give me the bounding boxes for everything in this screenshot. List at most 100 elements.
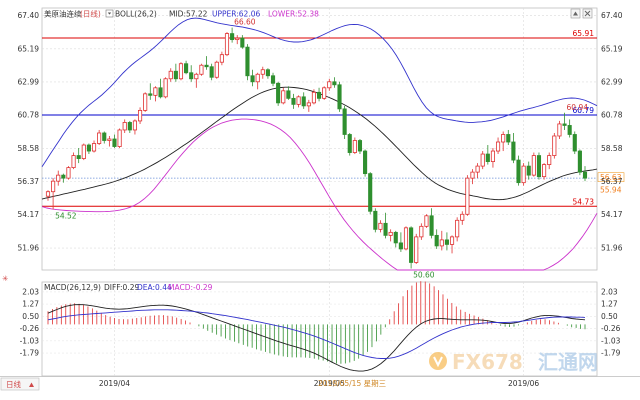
candle[interactable] [91,140,97,153]
candle[interactable] [352,137,357,155]
candle[interactable] [194,72,199,88]
candle[interactable] [495,137,501,155]
candle[interactable] [470,169,475,185]
candle[interactable] [214,60,219,79]
candle[interactable] [521,163,526,186]
candle[interactable] [61,173,66,183]
candle[interactable] [536,152,542,180]
candle[interactable] [204,56,209,70]
candle[interactable] [403,226,409,251]
period-button-label[interactable]: 日线 [6,379,21,389]
candle[interactable] [542,163,547,180]
window-controls[interactable] [570,8,593,19]
candle[interactable] [419,223,424,240]
candle[interactable] [209,63,214,81]
candle[interactable] [378,220,383,233]
candle[interactable] [168,68,173,82]
candle[interactable] [301,92,306,109]
candle[interactable] [424,214,429,228]
candle[interactable] [240,35,245,49]
candle[interactable] [409,226,414,269]
candle[interactable] [148,83,153,100]
candle[interactable] [363,149,368,177]
candle[interactable] [219,51,224,66]
candle[interactable] [490,148,496,168]
candle[interactable] [230,27,235,43]
candle[interactable] [526,161,531,180]
candle[interactable] [117,128,122,149]
candle[interactable] [327,78,332,91]
candle[interactable] [66,166,71,180]
candle[interactable] [552,132,557,159]
candle[interactable] [306,99,311,112]
candle[interactable] [460,211,465,225]
candle[interactable] [439,230,444,251]
candle[interactable] [557,120,562,139]
candle[interactable] [414,233,419,264]
candle[interactable] [163,77,168,99]
candle[interactable] [388,229,393,242]
candle[interactable] [107,135,112,147]
candle[interactable] [506,129,511,146]
candle[interactable] [449,235,455,254]
candle[interactable] [153,86,158,102]
candle[interactable] [265,68,270,79]
candle[interactable] [112,134,117,149]
candle[interactable] [51,178,56,210]
candle[interactable] [224,32,230,57]
close-icon[interactable] [582,8,593,19]
candle[interactable] [316,87,322,102]
candle[interactable] [480,151,485,170]
candle[interactable] [398,232,403,252]
candle[interactable] [434,229,439,249]
candle[interactable] [71,152,76,170]
candle[interactable] [132,119,138,135]
candle[interactable] [311,89,317,105]
candle[interactable] [102,131,107,144]
candle[interactable] [97,129,102,146]
candle[interactable] [45,190,51,201]
candle[interactable] [173,63,178,82]
candle[interactable] [511,132,516,164]
candle[interactable] [296,95,301,108]
candle[interactable] [255,72,260,90]
candle[interactable] [465,175,470,216]
candle[interactable] [322,86,327,100]
candle[interactable] [547,152,552,170]
candle[interactable] [357,139,363,155]
candle[interactable] [501,131,506,152]
candle[interactable] [76,148,81,164]
period-up-arrow-icon[interactable] [29,382,34,388]
candle[interactable] [516,155,521,186]
candle[interactable] [158,78,163,99]
candle[interactable] [531,152,536,177]
candle[interactable] [347,132,352,156]
candle[interactable] [270,72,276,87]
candlesticks[interactable] [45,27,588,269]
candle[interactable] [245,44,250,81]
candle[interactable] [86,143,91,155]
candle[interactable] [189,65,194,82]
candle[interactable] [81,143,86,161]
candle[interactable] [332,77,337,88]
candle[interactable] [184,60,189,75]
candle[interactable] [383,212,388,239]
candle[interactable] [127,120,132,133]
candle[interactable] [178,62,184,81]
candle[interactable] [475,163,480,179]
candle[interactable] [572,131,577,155]
candle[interactable] [485,145,490,165]
candle[interactable] [337,81,342,112]
period-button[interactable]: 日线 [0,377,40,391]
candle[interactable] [291,93,296,109]
candle[interactable] [393,230,398,248]
candle[interactable] [444,232,449,251]
candle[interactable] [286,86,291,100]
candle[interactable] [122,119,127,133]
collapse-icon[interactable] [570,8,581,19]
candle[interactable] [260,66,265,79]
candle[interactable] [235,35,240,45]
candle[interactable] [143,92,148,112]
candle[interactable] [429,208,434,239]
